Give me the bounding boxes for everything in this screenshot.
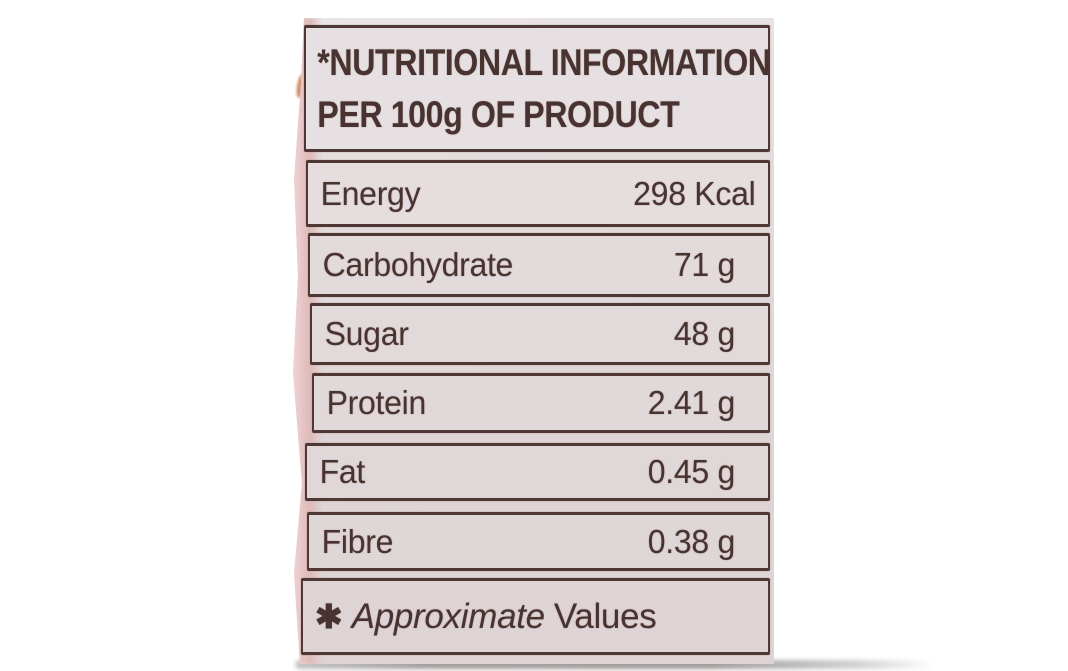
nutrient-name: Fibre xyxy=(321,522,394,560)
nutrient-name: Fat xyxy=(319,453,366,490)
nutrient-value: 298 Kcal xyxy=(633,174,756,212)
nutrient-name: Energy xyxy=(320,174,421,212)
footnote-word-regular: Values xyxy=(553,596,657,636)
nutrition-header: *NUTRITIONAL INFORMATION PER 100g OF PRO… xyxy=(304,25,771,152)
nutrition-row-fibre: Fibre 0.38 g xyxy=(307,512,770,571)
nutrition-row-energy: Energy 298 Kcal xyxy=(306,160,770,227)
nutrient-value: 2.41 g xyxy=(647,384,736,421)
nutrient-value: 0.45 g xyxy=(647,453,736,490)
nutrition-label: *NUTRITIONAL INFORMATION PER 100g OF PRO… xyxy=(293,18,774,664)
nutrition-row-carbohydrate: Carbohydrate 71 g xyxy=(308,233,770,297)
nutrient-name: Carbohydrate xyxy=(322,246,514,283)
header-line2: PER 100g OF PRODUCT xyxy=(317,93,680,135)
nutrient-name: Sugar xyxy=(324,315,409,352)
nutrient-value: 48 g xyxy=(673,315,736,352)
nutrition-row-protein: Protein 2.41 g xyxy=(312,373,770,433)
nutrient-name: Protein xyxy=(326,384,427,421)
nutrient-value: 71 g xyxy=(673,246,736,283)
nutrition-footnote: ✱ Approximate Values xyxy=(301,578,770,655)
nutrient-value: 0.38 g xyxy=(647,522,736,560)
package-bottom-shadow xyxy=(295,660,935,669)
asterisk-icon: ✱ xyxy=(315,598,343,635)
nutrition-row-sugar: Sugar 48 g xyxy=(310,303,770,365)
nutrition-row-fat: Fat 0.45 g xyxy=(305,443,770,501)
header-line1: *NUTRITIONAL INFORMATION xyxy=(317,41,771,83)
footnote-word-italic: Approximate xyxy=(351,596,545,636)
